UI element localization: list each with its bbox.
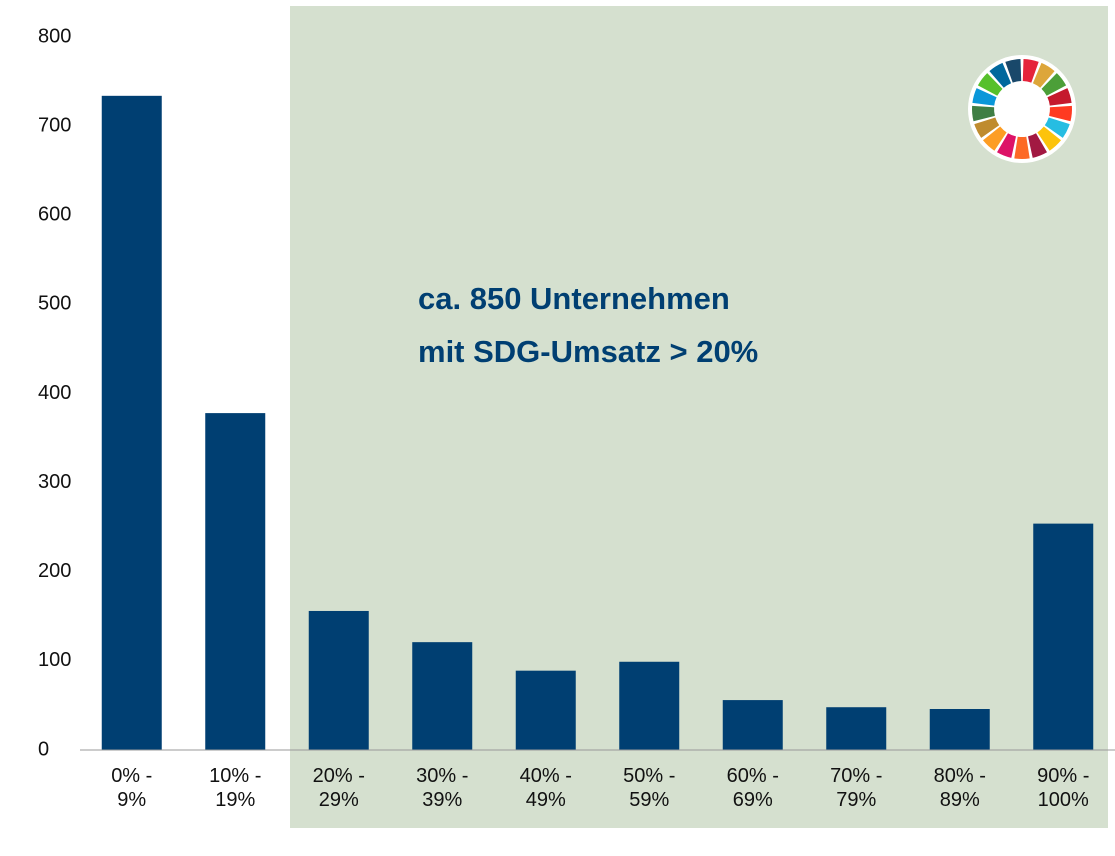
- bar: [205, 413, 266, 750]
- y-tick-label: 200: [38, 560, 71, 582]
- sdg-segment: [1041, 73, 1067, 96]
- x-tick-label: 20% - 29%: [312, 765, 365, 811]
- y-tick-label: 100: [38, 649, 71, 671]
- y-tick-label: 700: [38, 114, 71, 136]
- annotation: ca. 850 Unternehmen mit SDG-Umsatz > 20%: [418, 281, 759, 369]
- sdg-segment: [972, 105, 995, 122]
- y-tick-label: 800: [38, 25, 71, 47]
- bar: [929, 709, 990, 750]
- x-tick-label: 80% - 89%: [933, 765, 986, 811]
- x-tick-label: 0% - 9%: [111, 765, 153, 811]
- sdg-segment: [1032, 62, 1055, 88]
- bar: [515, 670, 576, 750]
- bar: [412, 642, 473, 750]
- x-tick-label: 40% - 49%: [519, 765, 572, 811]
- bar: [826, 707, 887, 750]
- sdg-segment: [977, 73, 1003, 96]
- sdg-segment: [989, 62, 1012, 88]
- sdg-segment: [997, 133, 1016, 158]
- sdg-segment: [972, 88, 997, 106]
- x-tick-label: 90% - 100%: [1037, 765, 1090, 811]
- x-tick-label: 50% - 59%: [623, 765, 676, 811]
- bar: [619, 661, 680, 750]
- sdg-segment: [1044, 117, 1070, 138]
- x-tick-label: 10% - 19%: [209, 765, 262, 811]
- sdg-logo: [972, 59, 1072, 159]
- bar: [1033, 523, 1094, 750]
- y-tick-label: 600: [38, 204, 71, 226]
- bar: [101, 95, 162, 750]
- sdg-segment: [983, 126, 1007, 151]
- sdg-segment: [1022, 59, 1039, 83]
- y-tick-label: 300: [38, 471, 71, 493]
- x-tick-label: 70% - 79%: [830, 765, 883, 811]
- bar: [308, 610, 369, 750]
- y-tick-label: 400: [38, 382, 71, 404]
- sdg-segment: [1005, 59, 1022, 83]
- sdg-segment: [1049, 105, 1072, 122]
- y-tick-label: 0: [38, 738, 49, 760]
- sdg-segment: [1047, 88, 1072, 106]
- bar: [722, 700, 783, 750]
- sdg-segment: [1037, 126, 1061, 151]
- y-tick-label: 500: [38, 293, 71, 315]
- sdg-segment: [1014, 136, 1030, 159]
- sdg-segment: [1028, 133, 1047, 158]
- sdg-segment: [974, 117, 1000, 138]
- x-tick-label: 60% - 69%: [726, 765, 779, 811]
- x-tick-label: 30% - 39%: [416, 765, 469, 811]
